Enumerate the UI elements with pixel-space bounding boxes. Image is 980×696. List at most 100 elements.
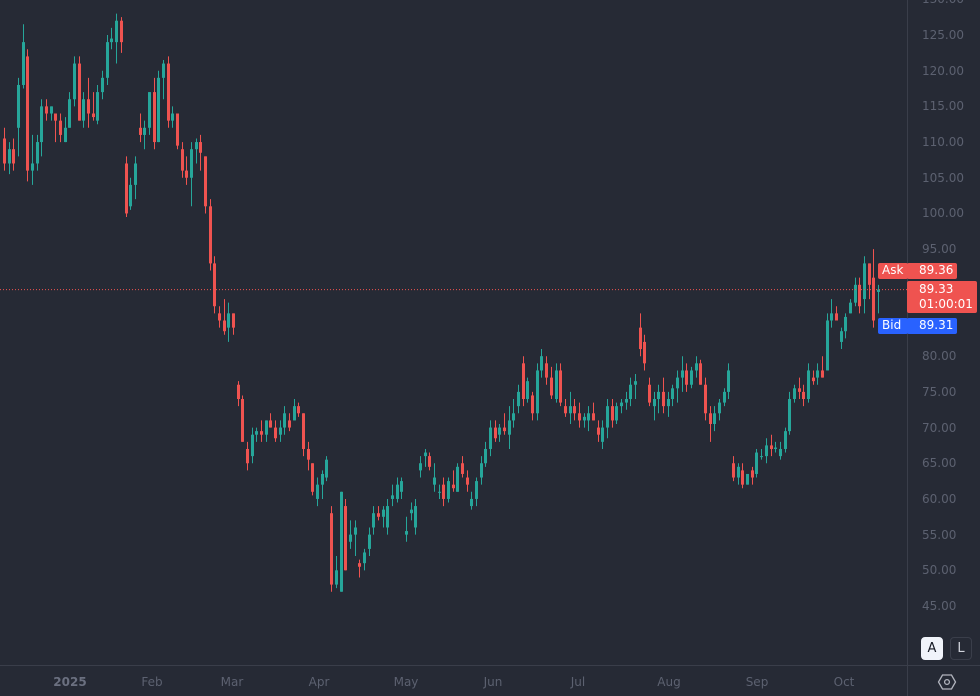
candle: [17, 77, 20, 157]
candle: [550, 366, 553, 400]
price-tick-label: 115.00: [922, 99, 964, 114]
candle: [368, 527, 371, 557]
gear-hexagon-icon: [937, 674, 957, 690]
candle: [540, 349, 543, 378]
candle: [690, 366, 693, 389]
candle: [466, 470, 469, 492]
candle: [569, 391, 572, 424]
candle: [311, 463, 314, 496]
candle: [12, 138, 15, 171]
auto-scale-button[interactable]: A: [921, 637, 943, 660]
candle: [153, 77, 156, 150]
candle: [615, 402, 618, 424]
time-axis[interactable]: 2025 Feb Mar Apr May Jun Jul Aug Sep Oct: [0, 665, 907, 696]
candle: [148, 92, 151, 135]
candle: [583, 413, 586, 428]
candle: [241, 395, 244, 442]
candle: [484, 441, 487, 467]
candle: [788, 391, 791, 435]
candle: [297, 402, 300, 417]
candle: [269, 413, 272, 428]
candle: [872, 249, 875, 328]
candle: [755, 448, 758, 478]
last-price-tag: 89.33 01:00:01: [907, 281, 977, 313]
candle: [597, 420, 600, 442]
candle: [741, 463, 744, 489]
candle: [517, 384, 520, 414]
candle: [555, 363, 558, 403]
plot-area[interactable]: [0, 0, 907, 665]
price-tick-label: 120.00: [922, 63, 964, 78]
candle: [106, 35, 109, 85]
candle: [64, 117, 67, 143]
candle: [92, 92, 95, 121]
candle: [87, 77, 90, 128]
candle: [307, 441, 310, 471]
candle: [288, 413, 291, 432]
time-tick-label: Oct: [833, 675, 855, 689]
time-tick-label: 2025: [53, 675, 87, 689]
candle: [498, 423, 501, 442]
candle: [807, 363, 810, 403]
log-scale-button[interactable]: L: [950, 637, 972, 660]
price-tick-label: 70.00: [922, 420, 957, 435]
candle: [798, 377, 801, 400]
candle: [526, 377, 529, 403]
price-tick-label: 95.00: [922, 242, 957, 257]
price-tick-label: 55.00: [922, 527, 957, 542]
candle: [438, 484, 441, 499]
candle: [821, 356, 824, 378]
candle: [816, 363, 819, 385]
time-tick-label: Mar: [220, 675, 244, 689]
candle: [31, 134, 34, 185]
candle: [386, 498, 389, 535]
last-price-value: 89.33: [919, 282, 954, 296]
candle: [227, 302, 230, 342]
price-axis[interactable]: 125.00 120.00 115.00 110.00 105.00 100.00 95.0…: [907, 0, 980, 665]
candle: [840, 327, 843, 350]
candle: [685, 363, 688, 392]
time-tick-label: Feb: [141, 675, 163, 689]
candle: [793, 384, 796, 403]
candle: [340, 491, 343, 592]
candle: [578, 402, 581, 428]
candle: [190, 142, 193, 207]
candle: [461, 456, 464, 478]
candle: [260, 420, 263, 442]
chart-settings-button[interactable]: [937, 673, 957, 691]
time-tick-label: May: [393, 675, 419, 689]
candle: [592, 402, 595, 421]
candle: [812, 370, 815, 385]
candle: [139, 113, 142, 143]
candle: [718, 399, 721, 421]
candle: [727, 363, 730, 400]
candle: [120, 17, 123, 53]
candle: [265, 420, 268, 442]
candle: [512, 399, 515, 428]
candle: [45, 99, 48, 121]
candle: [625, 391, 628, 410]
candle: [784, 427, 787, 453]
candle: [732, 456, 735, 482]
candle: [503, 413, 506, 435]
candle: [858, 277, 861, 314]
candle: [494, 420, 497, 442]
candle: [382, 506, 385, 528]
candle: [199, 134, 202, 171]
ask-price-tag: 89.36: [907, 263, 957, 279]
candle: [480, 456, 483, 485]
candle: [620, 399, 623, 414]
price-tick-label: 50.00: [922, 563, 957, 578]
candle: [78, 56, 81, 121]
candle: [377, 506, 380, 521]
candle: [854, 277, 857, 307]
candle: [283, 406, 286, 435]
candle: [667, 391, 670, 417]
candle: [50, 106, 53, 121]
price-tick-label: 110.00: [922, 135, 964, 150]
price-tick-label: 45.00: [922, 599, 957, 613]
candle: [125, 156, 128, 218]
candle: [639, 313, 642, 357]
candle: [648, 377, 651, 407]
